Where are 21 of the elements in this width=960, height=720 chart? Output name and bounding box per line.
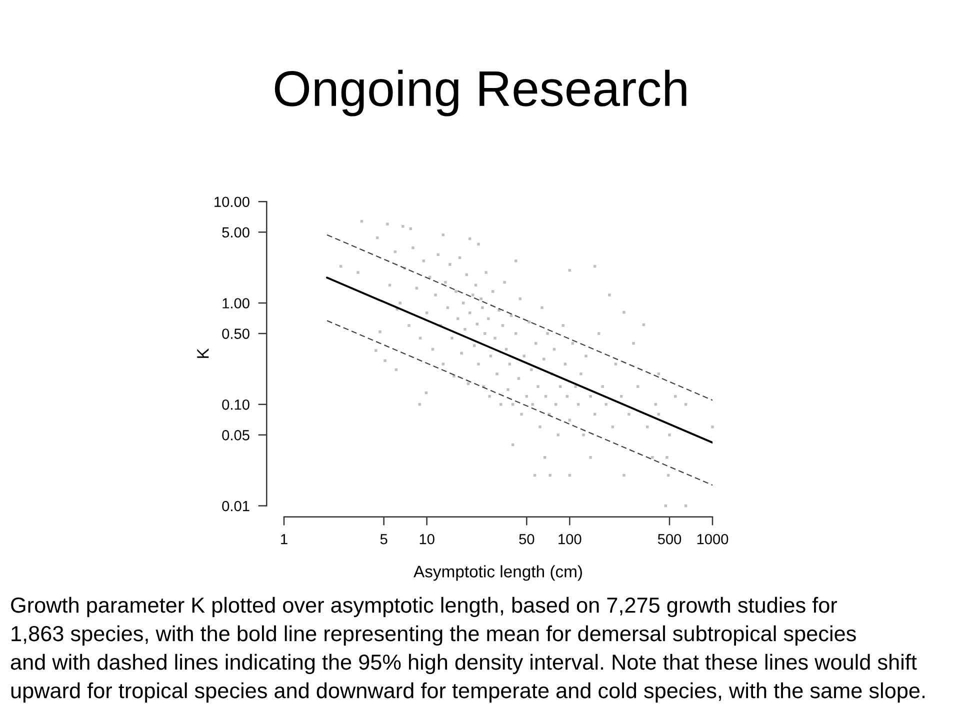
y-tick-label: 10.00: [214, 196, 250, 208]
y-axis-title: K: [197, 348, 209, 358]
x-tick-label: 50: [519, 534, 534, 544]
x-tick-label: 1000: [697, 534, 728, 544]
y-tick-label: 0.01: [222, 500, 250, 512]
y-tick-label: 1.00: [222, 298, 250, 308]
text: and with dashed lines indicating the 95% high density interval. Note that these lines would shift: [10, 654, 917, 674]
x-tick-label: 10: [420, 534, 434, 544]
x-tick-label: 500: [658, 534, 682, 544]
x-axis-title: Asymptotic length (cm): [414, 565, 582, 581]
chart-title: Ongoing Research: [274, 70, 686, 116]
y-tick-label: 0.50: [222, 328, 250, 339]
x-tick-label: 1: [281, 534, 288, 544]
y-tick-label: 5.00: [222, 227, 250, 238]
y-tick-label: 0.05: [222, 430, 250, 440]
y-tick-label: 0.10: [222, 400, 250, 410]
text: upward for tropical species and downward for temperate and cold species, with the same slope.: [11, 682, 925, 703]
x-tick-label: 100: [558, 534, 582, 544]
text: Growth parameter K plotted over asymptotic length, based on 7,275 growth studies for: [11, 596, 838, 618]
text: 1,863 species, with the bold line representing the mean for demersal subtropical species: [12, 625, 856, 646]
x-tick-label: 5: [380, 534, 388, 544]
